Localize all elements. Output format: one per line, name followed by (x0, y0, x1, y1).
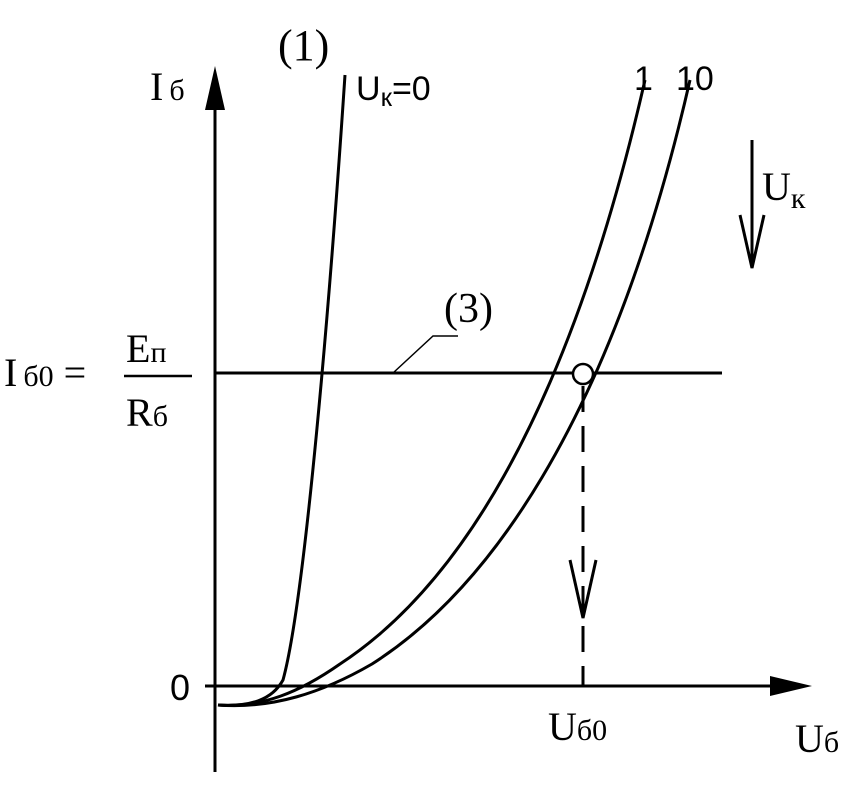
numerator: Eп (126, 326, 167, 371)
direction-arrow-head (738, 214, 766, 269)
operating-voltage-label: Uб0 (548, 704, 607, 749)
curve-1 (217, 79, 647, 707)
y-axis-arrow (205, 66, 225, 110)
operating-point (571, 362, 595, 386)
curve-group-label: (1) (278, 21, 329, 70)
curve-uk0 (217, 74, 347, 707)
projection-arrow (568, 559, 598, 619)
load-line-label: (3) (444, 286, 493, 332)
denominator: Rб (126, 390, 168, 435)
x-axis-arrow (770, 676, 812, 696)
x-axis-label: Uб (795, 716, 839, 761)
direction-label: Uк (762, 164, 806, 215)
origin-label: 0 (170, 667, 190, 708)
curve-label: Uк=0 (356, 70, 431, 112)
curve-label: 10 (676, 60, 714, 98)
curve-10 (217, 79, 692, 708)
leader-line (392, 335, 458, 374)
curve-label: 1 (634, 60, 653, 98)
